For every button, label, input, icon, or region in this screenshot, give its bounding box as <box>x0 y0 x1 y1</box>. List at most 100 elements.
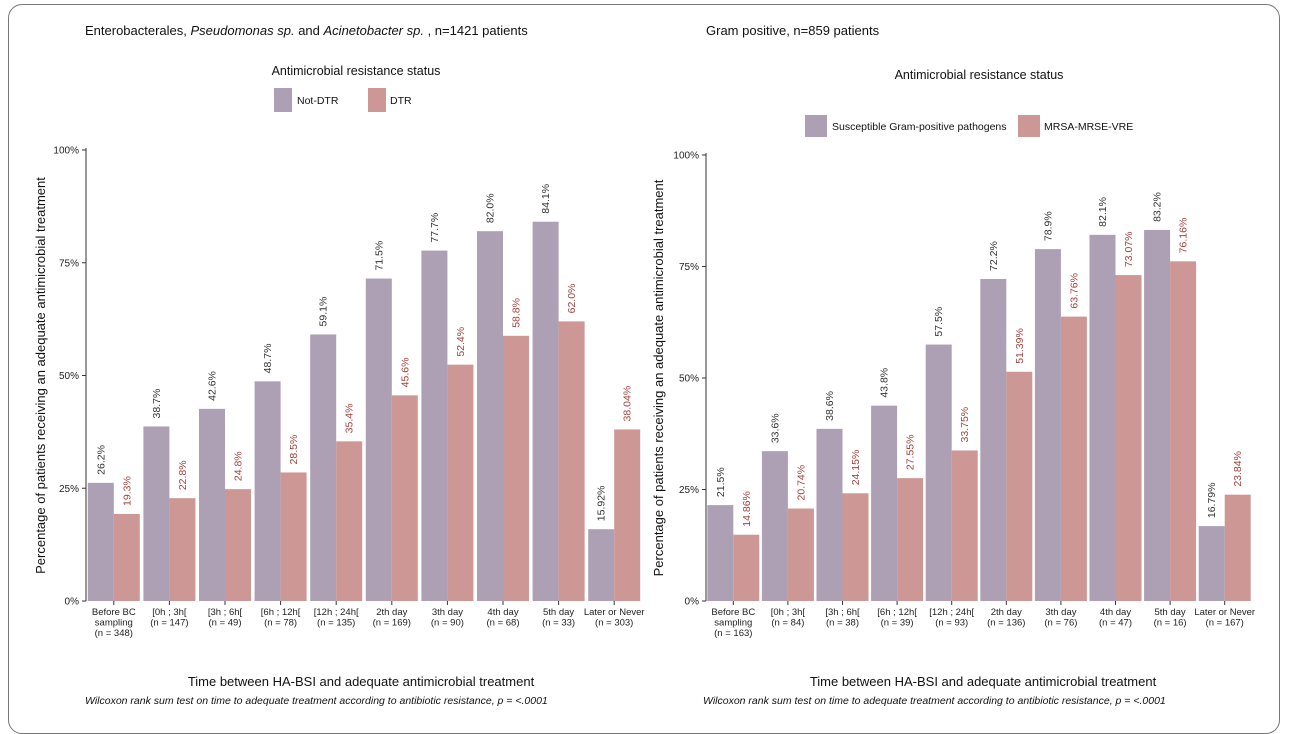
x-tick-label: Before BC <box>711 607 755 618</box>
bar-b-5[interactable] <box>336 441 363 601</box>
bar-b-9[interactable] <box>1170 261 1197 601</box>
y-tick-label: 100% <box>673 151 699 162</box>
bar-b-2[interactable] <box>787 508 814 601</box>
y-tick-label: 25% <box>59 484 79 495</box>
y-tick-label: 100% <box>53 146 79 157</box>
data-label: 48.7% <box>262 344 274 374</box>
bar-b-1[interactable] <box>113 513 140 601</box>
bar-b-3[interactable] <box>842 493 869 601</box>
data-label: 22.8% <box>177 460 189 490</box>
chart-title-part: Pseudomonas sp. <box>191 23 295 38</box>
x-tick-label: (n = 76) <box>1044 618 1077 629</box>
bar-a-3[interactable] <box>816 428 843 601</box>
bar-a-2[interactable] <box>143 426 170 601</box>
x-tick-label: sampling <box>714 618 752 629</box>
bar-b-8[interactable] <box>503 335 529 601</box>
x-tick-label: (n = 163) <box>714 628 752 639</box>
x-tick-label: 5th day <box>1155 607 1186 618</box>
x-tick-label: (n = 39) <box>881 618 914 629</box>
bar-b-3[interactable] <box>225 489 251 601</box>
data-label: 38.7% <box>151 389 163 419</box>
bar-a-2[interactable] <box>761 451 788 601</box>
data-label: 83.2% <box>1152 192 1164 222</box>
bar-b-8[interactable] <box>1115 275 1142 601</box>
bar-b-10[interactable] <box>614 429 641 601</box>
legend-label-2: MRSA-MRSE-VRE <box>1044 121 1133 133</box>
bar-a-9[interactable] <box>1144 229 1171 602</box>
bar-b-4[interactable] <box>280 472 307 601</box>
x-tick-label: [12h ; 24h[ <box>314 607 359 618</box>
y-tick-label: 0% <box>65 597 80 608</box>
x-tick-label: (n = 93) <box>935 618 968 629</box>
x-tick-label: (n = 33) <box>542 618 575 629</box>
bar-a-8[interactable] <box>477 231 503 601</box>
data-label: 23.84% <box>1232 451 1244 487</box>
x-tick-label: (n = 38) <box>826 618 859 629</box>
bar-b-4[interactable] <box>897 478 924 601</box>
bar-b-6[interactable] <box>1006 371 1033 601</box>
bar-b-5[interactable] <box>951 450 978 601</box>
bar-a-5[interactable] <box>925 344 952 601</box>
bar-b-9[interactable] <box>558 321 585 601</box>
x-tick-label: [0h ; 3h[ <box>152 607 187 618</box>
data-label: 14.86% <box>741 491 753 527</box>
y-axis-label: Percentage of patients receiving an adeq… <box>33 177 48 574</box>
data-label: 21.5% <box>715 467 727 497</box>
x-tick-label: (n = 16) <box>1154 618 1187 629</box>
bar-b-6[interactable] <box>391 395 418 601</box>
bar-a-10[interactable] <box>588 529 615 601</box>
bar-a-7[interactable] <box>1034 249 1061 601</box>
data-label: 84.1% <box>540 184 552 214</box>
data-label: 78.9% <box>1042 211 1054 241</box>
bar-b-7[interactable] <box>447 364 474 601</box>
chart-title-part: Gram positive, n=859 patients <box>706 23 880 38</box>
figure-canvas: Enterobacterales, Pseudomonas sp. and Ac… <box>33 23 1255 707</box>
data-label: 73.07% <box>1123 231 1135 267</box>
bars: 26.2% 38.7% 42.6% 48.7% 59.1% 71.5% 77.7% 82.0%… <box>87 184 641 602</box>
x-tick-label: 2th day <box>376 607 407 618</box>
x-tick-label: Later or Never <box>584 607 645 618</box>
x-axis-label: Time between HA-BSI and adequate antimic… <box>188 674 535 689</box>
bar-a-5[interactable] <box>310 334 337 601</box>
x-tick-label: Before BC <box>92 607 136 618</box>
bar-b-1[interactable] <box>733 534 760 601</box>
x-tick-label: (n = 135) <box>317 618 355 629</box>
x-tick-label: (n = 84) <box>771 618 804 629</box>
x-tick-label: 4th day <box>1100 607 1131 618</box>
bar-a-4[interactable] <box>871 405 898 601</box>
bar-a-8[interactable] <box>1089 234 1116 602</box>
y-tick-label: 0% <box>685 597 700 608</box>
test-note: Wilcoxon rank sum test on time to adequa… <box>703 695 1166 707</box>
bar-a-1[interactable] <box>87 482 114 601</box>
bar-b-7[interactable] <box>1060 316 1087 601</box>
bar-a-1[interactable] <box>707 505 734 601</box>
data-label: 33.6% <box>769 413 781 443</box>
x-tick-label: (n = 169) <box>373 618 411 629</box>
bar-b-2[interactable] <box>169 498 196 601</box>
legend-label-2: DTR <box>390 95 412 107</box>
data-label: 16.79% <box>1206 482 1218 518</box>
bar-a-6[interactable] <box>980 278 1007 601</box>
data-label: 27.55% <box>905 435 917 471</box>
y-tick-label: 75% <box>59 258 79 269</box>
bar-a-10[interactable] <box>1198 526 1225 601</box>
x-tick-label: (n = 136) <box>987 618 1025 629</box>
axes: 0% 25% 50% 75% 100% <box>53 146 87 608</box>
bar-b-10[interactable] <box>1224 494 1251 601</box>
data-label: 35.4% <box>344 404 356 434</box>
x-tick-label: [3h ; 6h[ <box>208 607 243 618</box>
data-label: 62.0% <box>566 284 578 314</box>
x-tick-label: 2th day <box>991 607 1022 618</box>
chart-title: Gram positive, n=859 patients <box>706 23 880 38</box>
bar-a-3[interactable] <box>199 408 225 601</box>
axes: 0% 25% 50% 75% 100% <box>673 151 707 608</box>
bar-a-9[interactable] <box>532 221 559 602</box>
bar-a-6[interactable] <box>365 278 392 601</box>
bar-a-7[interactable] <box>421 250 448 601</box>
chart-title-part: Enterobacterales, <box>85 23 191 38</box>
y-tick-label: 50% <box>59 371 79 382</box>
bar-a-4[interactable] <box>254 381 281 601</box>
data-label: 33.75% <box>959 407 971 443</box>
